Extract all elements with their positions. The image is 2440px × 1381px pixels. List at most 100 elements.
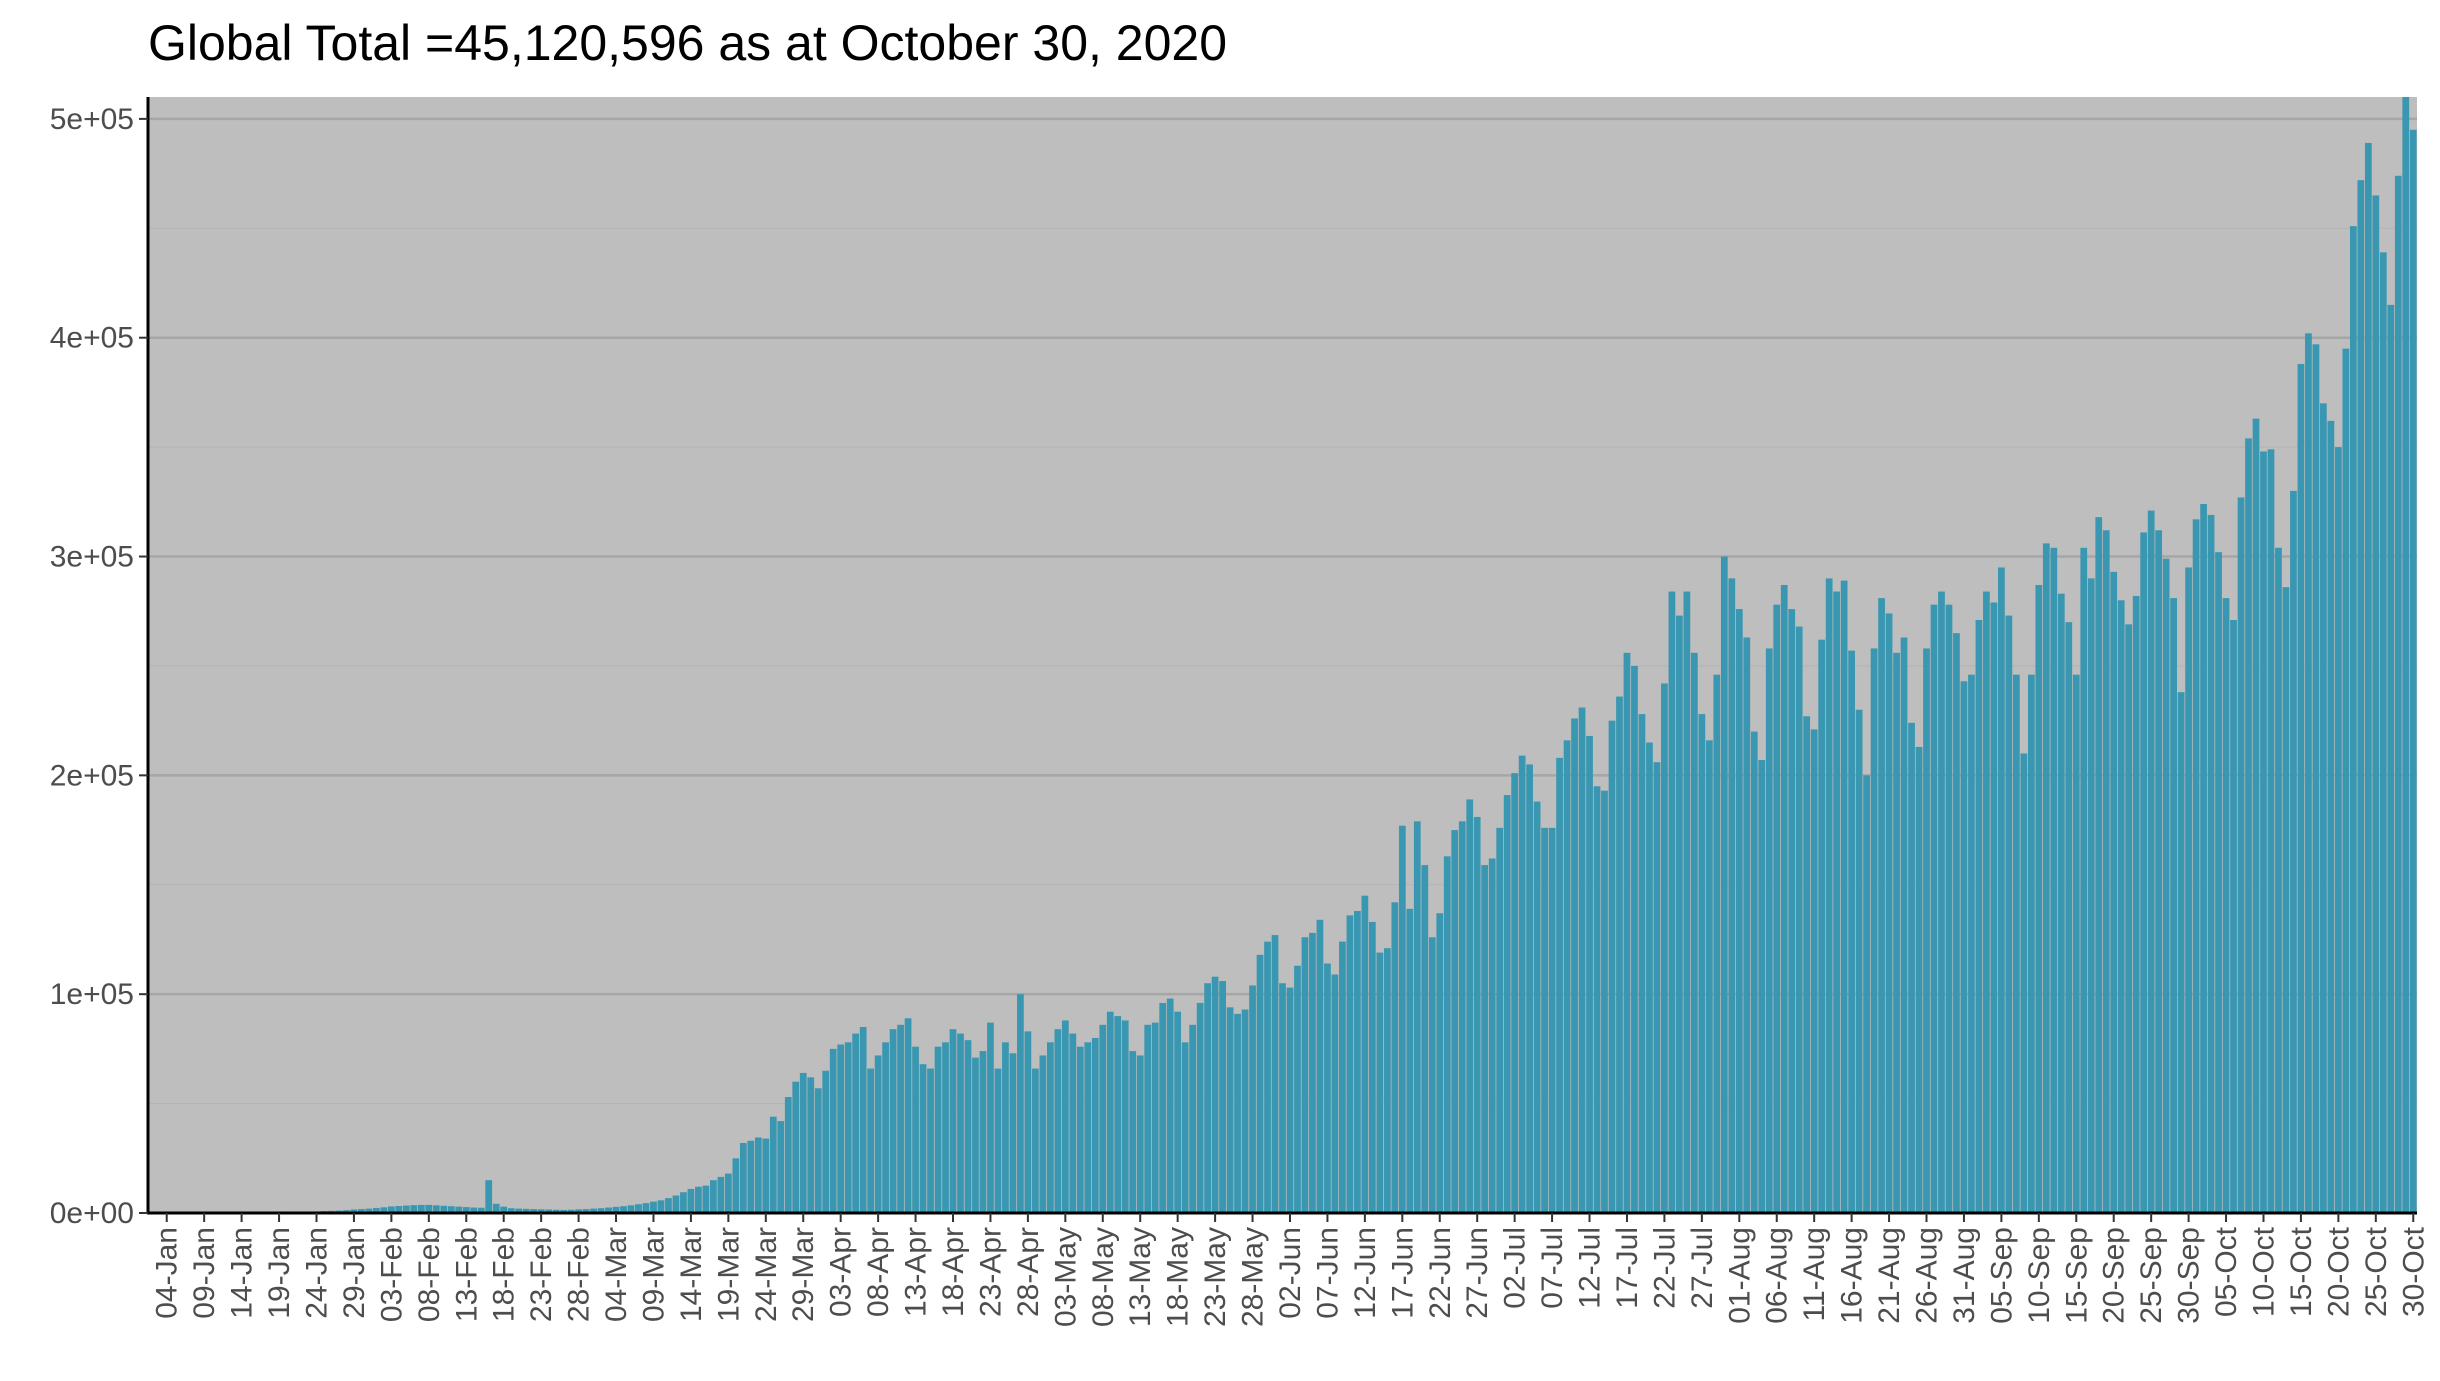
bar	[702, 1185, 710, 1213]
bar	[1983, 591, 1990, 1213]
bar	[919, 1064, 927, 1213]
bar	[1009, 1053, 1017, 1213]
bar	[2252, 418, 2260, 1213]
x-tick-label: 02-Jun	[1274, 1227, 1307, 1319]
bar	[388, 1206, 395, 1213]
bar	[1496, 827, 1504, 1213]
x-tick-label: 27-Jul	[1686, 1227, 1719, 1309]
bar	[1968, 674, 1975, 1213]
bar	[829, 1048, 837, 1213]
bar	[934, 1046, 942, 1213]
bar	[1136, 1055, 1144, 1213]
bar	[590, 1208, 597, 1213]
bar	[695, 1186, 702, 1213]
bar	[2013, 674, 2020, 1213]
bar	[867, 1068, 875, 1213]
bar	[927, 1068, 934, 1213]
bar	[1249, 985, 1256, 1213]
x-tick-label: 13-Apr	[900, 1227, 933, 1317]
bar	[1144, 1024, 1152, 1213]
bar	[1189, 1024, 1197, 1213]
x-tick-label: 13-May	[1124, 1227, 1157, 1327]
x-tick-label: 12-Jun	[1349, 1227, 1382, 1319]
bar	[1391, 902, 1399, 1213]
bar	[1735, 609, 1743, 1213]
bar	[1166, 998, 1174, 1213]
bar	[1451, 830, 1459, 1213]
bar	[2364, 142, 2372, 1214]
bar	[747, 1140, 755, 1213]
bar	[2170, 598, 2177, 1213]
bar	[1354, 911, 1361, 1213]
bar	[1676, 615, 1683, 1213]
x-tick-label: 04-Jan	[151, 1227, 184, 1319]
bar	[1788, 609, 1796, 1213]
bar	[1428, 937, 1436, 1213]
y-tick-label: 5e+05	[50, 103, 134, 136]
x-tick-label: 09-Jan	[188, 1227, 221, 1319]
bar	[1339, 941, 1346, 1213]
bar	[814, 1088, 822, 1213]
bar	[2185, 567, 2192, 1213]
bar	[470, 1207, 478, 1213]
bar	[1181, 1042, 1189, 1213]
bar	[582, 1209, 590, 1213]
bar	[2162, 558, 2170, 1213]
bar	[1061, 1020, 1069, 1213]
bar	[485, 1180, 493, 1213]
bar	[373, 1207, 380, 1213]
x-tick-label: 08-Apr	[862, 1227, 895, 1317]
x-tick-label: 30-Oct	[2397, 1226, 2430, 1317]
bar	[1586, 735, 1593, 1213]
bar	[1436, 913, 1444, 1213]
bar	[1541, 827, 1548, 1213]
bar	[1091, 1037, 1099, 1213]
x-tick-label: 17-Jul	[1611, 1227, 1644, 1309]
bar	[949, 1029, 957, 1213]
x-tick-label: 25-Sep	[2135, 1227, 2168, 1324]
bar	[889, 1029, 897, 1213]
bar	[1511, 773, 1519, 1213]
bar	[1024, 1031, 1032, 1213]
bar	[1406, 908, 1414, 1213]
x-tick-label: 08-Feb	[413, 1227, 446, 1322]
bar	[987, 1022, 994, 1213]
bar	[2065, 622, 2073, 1213]
x-tick-label: 03-May	[1049, 1227, 1082, 1327]
bar	[1893, 652, 1900, 1213]
bar	[1683, 591, 1691, 1213]
x-tick-label: 22-Jun	[1424, 1227, 1457, 1319]
x-tick-label: 18-Feb	[488, 1227, 521, 1322]
bar	[447, 1206, 455, 1213]
bar	[739, 1142, 747, 1213]
bar	[432, 1205, 440, 1213]
bar	[754, 1137, 762, 1213]
bar	[1631, 665, 1638, 1213]
bar	[2020, 753, 2028, 1213]
bar	[762, 1138, 770, 1213]
bar	[1780, 584, 1788, 1213]
bar	[964, 1040, 972, 1213]
bar	[2095, 517, 2103, 1213]
bar	[2260, 451, 2267, 1213]
bar	[1653, 762, 1661, 1213]
bar	[1548, 827, 1556, 1213]
bar	[942, 1042, 949, 1213]
bar	[2230, 619, 2237, 1213]
bar	[1503, 795, 1511, 1213]
bar	[1728, 578, 1736, 1213]
bar	[2132, 595, 2140, 1213]
bar	[477, 1207, 485, 1213]
bar	[1571, 718, 1578, 1213]
chart-title: Global Total =45,120,596 as at October 3…	[148, 15, 1228, 71]
x-tick-label: 22-Jul	[1648, 1227, 1681, 1309]
bar	[1863, 775, 1870, 1213]
bar	[1713, 674, 1721, 1213]
bar	[822, 1070, 830, 1213]
bar	[2394, 175, 2402, 1213]
bar	[1069, 1033, 1077, 1213]
bar	[1286, 987, 1294, 1213]
bar	[1039, 1055, 1047, 1213]
bar	[1361, 895, 1369, 1213]
bar	[724, 1173, 732, 1213]
